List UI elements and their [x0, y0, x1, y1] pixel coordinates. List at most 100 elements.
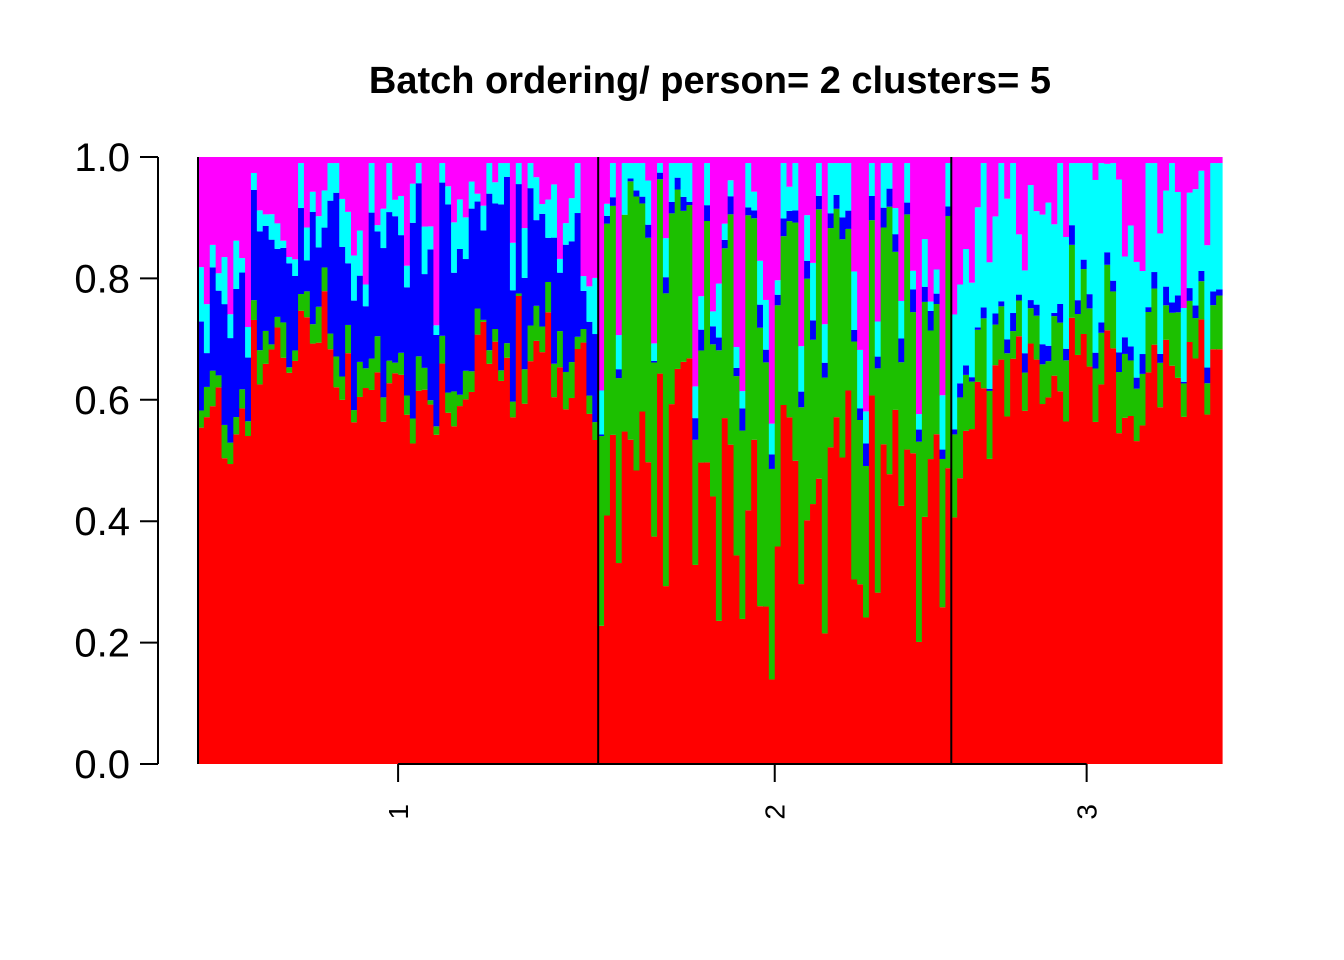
- bar-segment: [598, 157, 605, 391]
- bar-segment: [774, 157, 782, 281]
- bar-segment: [345, 353, 352, 764]
- bar-segment: [933, 304, 941, 435]
- bar-segment: [586, 157, 593, 287]
- bar-segment: [633, 190, 640, 197]
- bar-segment: [992, 157, 999, 217]
- bar-segment: [1186, 157, 1194, 193]
- bar-segment: [545, 312, 552, 764]
- bar-segment: [398, 195, 405, 236]
- bar-segment: [957, 397, 964, 479]
- bar-segment: [674, 157, 682, 164]
- bar-segment: [415, 183, 423, 357]
- bar-segment: [880, 157, 888, 164]
- bar-segment: [492, 203, 499, 330]
- bar-segment: [998, 301, 1005, 307]
- bar-segment: [1121, 256, 1129, 338]
- bar-segment: [1210, 163, 1217, 292]
- bar-segment: [986, 388, 994, 391]
- bar-segment: [286, 367, 293, 373]
- bar-segment: [927, 310, 935, 331]
- bar-segment: [810, 157, 817, 263]
- bar-segment: [374, 225, 382, 232]
- bar-segment: [445, 412, 452, 764]
- bar-segment: [592, 277, 599, 335]
- bar-segment: [1174, 295, 1182, 313]
- bar-segment: [974, 329, 982, 382]
- bar-segment: [421, 389, 429, 764]
- bar-segment: [421, 157, 429, 227]
- bar-segment: [592, 440, 599, 764]
- bar-segment: [768, 679, 776, 764]
- bar-segment: [786, 210, 793, 222]
- bar-segment: [621, 157, 629, 164]
- bar-segment: [915, 429, 923, 442]
- bar-segment: [592, 157, 599, 278]
- bar-segment: [486, 163, 493, 194]
- bar-segment: [657, 373, 664, 764]
- bar-segment: [1027, 343, 1035, 764]
- bar-segment: [798, 346, 805, 392]
- y-tick-label: 0.8: [74, 257, 130, 301]
- bar-segment: [1198, 170, 1205, 271]
- bar-segment: [774, 294, 782, 306]
- bar-segment: [198, 427, 205, 764]
- bar-segment: [739, 618, 746, 764]
- bar-segment: [786, 417, 793, 764]
- bar-segment: [227, 338, 234, 443]
- bar-segment: [639, 203, 646, 412]
- bar-segment: [1021, 410, 1029, 764]
- bar-segment: [580, 276, 588, 291]
- bar-segment: [315, 247, 323, 307]
- bar-segment: [698, 462, 705, 764]
- bar-segment: [745, 510, 752, 764]
- bar-segment: [239, 272, 246, 390]
- bar-segment: [651, 343, 658, 361]
- bar-segment: [439, 163, 446, 183]
- bar-segment: [392, 373, 399, 764]
- bar-segment: [598, 434, 605, 437]
- bar-segment: [633, 163, 640, 191]
- bar-segment: [1151, 288, 1158, 345]
- bar-segment: [915, 157, 923, 415]
- bar-segment: [362, 284, 370, 307]
- bar-segment: [403, 287, 411, 396]
- bar-segment: [527, 163, 535, 189]
- bar-segment: [286, 257, 293, 264]
- bar-segment: [456, 157, 464, 200]
- bar-segment: [780, 163, 788, 219]
- bar-segment: [892, 251, 899, 410]
- bar-segment: [303, 227, 311, 261]
- bar-segment: [1139, 157, 1147, 272]
- bar-segment: [968, 381, 976, 430]
- bar-segment: [1121, 157, 1129, 257]
- bar-segment: [1169, 302, 1176, 313]
- bar-segment: [556, 367, 564, 764]
- bar-segment: [233, 289, 240, 418]
- bar-segment: [1063, 157, 1070, 237]
- bar-segment: [1174, 191, 1182, 296]
- bar-segment: [268, 349, 276, 764]
- bar-segment: [668, 157, 676, 164]
- bar-segment: [951, 314, 958, 430]
- bar-segment: [715, 337, 723, 351]
- bar-segment: [474, 157, 482, 194]
- bar-segment: [280, 247, 287, 323]
- bar-segment: [939, 458, 947, 608]
- bar-segment: [604, 157, 611, 204]
- bar-segment: [339, 399, 346, 764]
- bar-segment: [1039, 214, 1047, 345]
- bar-segment: [1163, 157, 1170, 191]
- bar-segment: [415, 163, 423, 184]
- bar-segment: [627, 178, 635, 182]
- bar-segment: [945, 215, 952, 469]
- bar-segment: [380, 157, 387, 209]
- bar-segment: [362, 368, 370, 389]
- bar-segment: [886, 157, 894, 164]
- bar-segment: [1045, 397, 1052, 764]
- bar-segment: [245, 357, 252, 422]
- bar-segment: [303, 260, 311, 292]
- bar-segment: [1180, 381, 1188, 384]
- bar-segment: [745, 215, 752, 511]
- bar-segment: [1021, 157, 1029, 271]
- bar-segment: [451, 426, 458, 764]
